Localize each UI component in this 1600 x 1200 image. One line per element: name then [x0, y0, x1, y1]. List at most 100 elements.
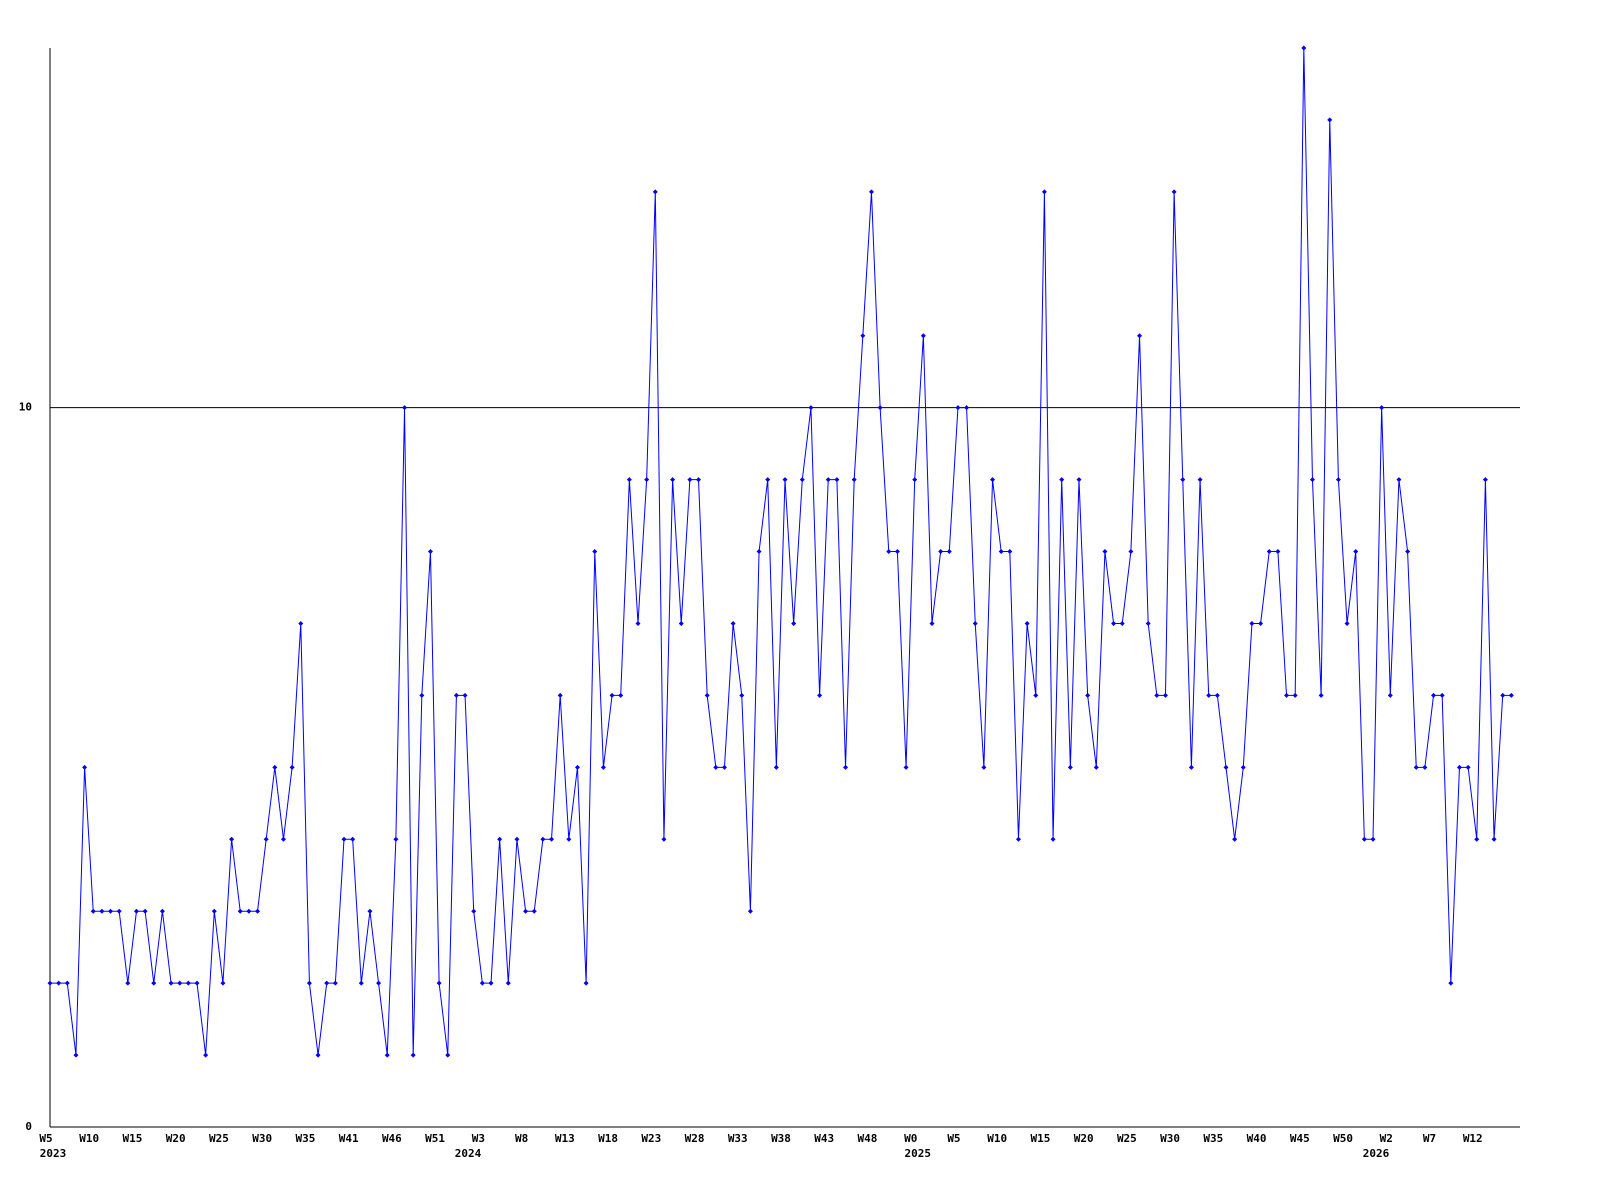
data-point: [177, 980, 183, 986]
x-tick-label: W25: [1117, 1132, 1137, 1145]
data-point: [488, 980, 494, 986]
x-tick-label: W41: [339, 1132, 359, 1145]
data-point: [1076, 477, 1082, 483]
x-tick-label: W15: [123, 1132, 143, 1145]
x-year-label: 2023: [40, 1147, 67, 1160]
data-point: [618, 692, 624, 698]
data-point: [955, 405, 961, 411]
data-point: [1180, 477, 1186, 483]
data-point: [592, 549, 598, 555]
data-point: [583, 980, 589, 986]
data-point: [220, 980, 226, 986]
data-point: [289, 764, 295, 770]
data-point: [324, 980, 330, 986]
x-year-label: 2024: [455, 1147, 482, 1160]
data-point: [721, 764, 727, 770]
data-point: [1015, 836, 1021, 842]
data-point: [280, 836, 286, 842]
x-tick-label: W50: [1333, 1132, 1353, 1145]
data-point: [600, 764, 606, 770]
data-point: [713, 764, 719, 770]
data-point: [886, 549, 892, 555]
data-point: [133, 908, 139, 914]
data-point: [453, 692, 459, 698]
data-point: [1214, 692, 1220, 698]
data-point: [1275, 549, 1281, 555]
x-tick-label: W43: [814, 1132, 834, 1145]
data-point: [877, 405, 883, 411]
data-point: [315, 1052, 321, 1058]
x-tick-label: W28: [685, 1132, 705, 1145]
data-point: [497, 836, 503, 842]
x-tick-label: W10: [987, 1132, 1007, 1145]
data-point: [903, 764, 909, 770]
data-point: [427, 549, 433, 555]
data-point: [376, 980, 382, 986]
data-point: [125, 980, 131, 986]
data-point: [332, 980, 338, 986]
data-point: [263, 836, 269, 842]
data-point: [739, 692, 745, 698]
x-tick-label: W15: [1030, 1132, 1050, 1145]
data-point: [194, 980, 200, 986]
data-point: [920, 333, 926, 339]
data-point: [436, 980, 442, 986]
data-point: [1249, 620, 1255, 626]
x-tick-label: W8: [515, 1132, 528, 1145]
data-point: [514, 836, 520, 842]
data-point: [566, 836, 572, 842]
data-point: [1387, 692, 1393, 698]
data-point: [1396, 477, 1402, 483]
data-point: [1067, 764, 1073, 770]
data-point: [1024, 620, 1030, 626]
data-point: [782, 477, 788, 483]
data-point: [462, 692, 468, 698]
data-point: [1353, 549, 1359, 555]
data-point: [419, 692, 425, 698]
data-point: [1508, 692, 1514, 698]
data-point: [90, 908, 96, 914]
data-point: [747, 908, 753, 914]
x-tick-label: W35: [295, 1132, 315, 1145]
data-point: [211, 908, 217, 914]
data-point: [350, 836, 356, 842]
data-point: [1318, 692, 1324, 698]
data-point: [1500, 692, 1506, 698]
data-point: [185, 980, 191, 986]
x-tick-label: W10: [79, 1132, 99, 1145]
data-point: [1456, 764, 1462, 770]
data-point: [108, 908, 114, 914]
x-tick-label: W33: [728, 1132, 748, 1145]
data-point: [1128, 549, 1134, 555]
data-point: [1102, 549, 1108, 555]
data-point: [531, 908, 537, 914]
data-point: [272, 764, 278, 770]
data-point: [574, 764, 580, 770]
x-tick-label: W48: [858, 1132, 878, 1145]
data-point: [99, 908, 105, 914]
data-point: [384, 1052, 390, 1058]
data-point: [938, 549, 944, 555]
data-point: [523, 908, 529, 914]
data-point: [306, 980, 312, 986]
data-point: [851, 477, 857, 483]
data-point: [652, 189, 658, 195]
data-point: [1111, 620, 1117, 626]
x-tick-label: W30: [252, 1132, 272, 1145]
data-point: [834, 477, 840, 483]
data-point: [1309, 477, 1315, 483]
data-point: [1405, 549, 1411, 555]
data-point: [868, 189, 874, 195]
x-tick-label: W2: [1380, 1132, 1393, 1145]
data-point: [203, 1052, 209, 1058]
data-point: [1422, 764, 1428, 770]
data-point: [64, 980, 70, 986]
data-point: [237, 908, 243, 914]
data-point: [1431, 692, 1437, 698]
x-tick-label: W0: [904, 1132, 917, 1145]
x-year-label: 2025: [904, 1147, 931, 1160]
data-point: [1137, 333, 1143, 339]
data-point: [1327, 117, 1333, 123]
data-point: [1119, 620, 1125, 626]
